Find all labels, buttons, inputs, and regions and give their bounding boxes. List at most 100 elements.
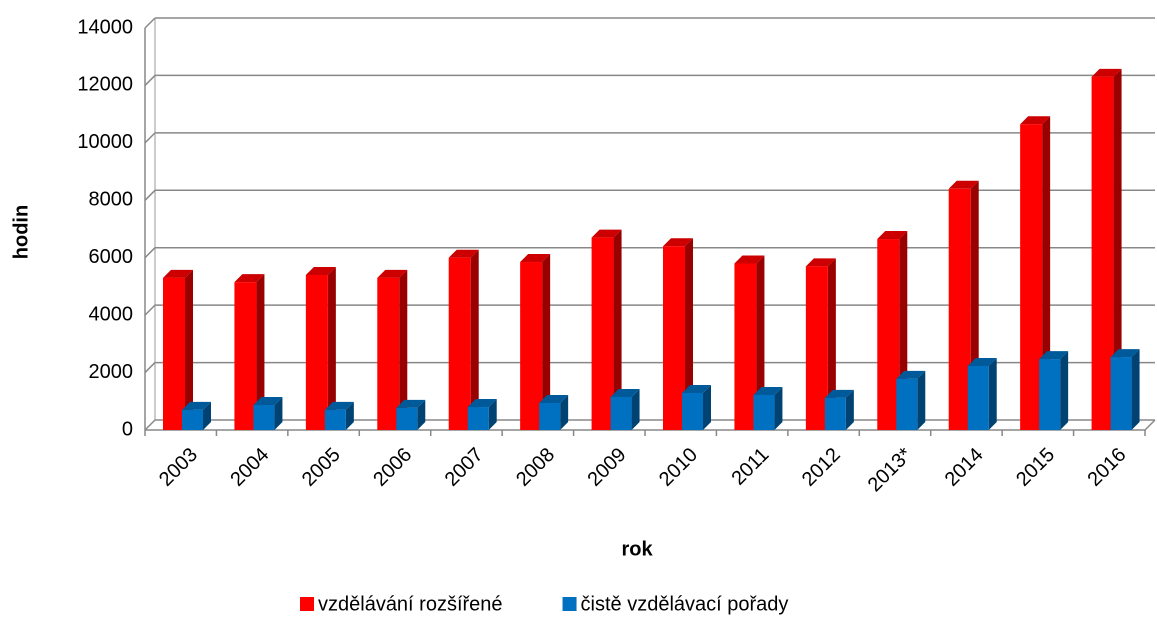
bar-top	[520, 254, 551, 263]
bar	[467, 399, 497, 430]
legend-swatch	[562, 597, 577, 611]
x-tick-label: 2004	[226, 444, 273, 491]
bar-front	[1110, 357, 1132, 430]
bar-front	[182, 409, 203, 430]
x-tick-label: 2011	[727, 444, 773, 490]
grid-depth-line	[144, 74, 156, 86]
bar-front	[324, 409, 346, 430]
y-tick-label: 12000	[77, 74, 133, 96]
bar-side	[631, 388, 640, 430]
bar	[1091, 68, 1122, 431]
bar-side	[827, 258, 836, 430]
bar-top	[448, 249, 479, 258]
x-axis-depth	[1144, 419, 1156, 431]
bar-front	[253, 405, 275, 430]
bar	[734, 255, 765, 430]
x-tick-label: 2006	[369, 444, 416, 491]
bar-top	[1091, 68, 1122, 77]
bar-side	[542, 254, 551, 430]
bar	[324, 401, 354, 430]
x-tick-label: 2007	[441, 444, 488, 491]
bar-side	[399, 269, 408, 430]
y-tick-label: 2000	[89, 361, 134, 383]
bar-side	[203, 401, 211, 430]
x-tick-label: 2012	[798, 444, 845, 491]
bar-side	[470, 249, 479, 430]
x-tick-label: 2013*	[864, 444, 917, 497]
y-tick-label: 0	[122, 418, 133, 440]
bar-front	[896, 378, 918, 430]
x-tick-label: 2015	[1012, 444, 1059, 491]
bar-side	[417, 399, 426, 430]
bar-front	[1039, 359, 1061, 430]
bar-side	[703, 384, 711, 430]
bar-front	[753, 394, 775, 430]
bar-top	[948, 180, 979, 189]
bar	[539, 395, 569, 430]
y-tick-label: 6000	[89, 246, 134, 268]
bar-top	[610, 388, 640, 397]
bar-top	[824, 389, 854, 398]
bar	[967, 357, 997, 430]
bar-front	[305, 274, 328, 430]
bar-side	[988, 357, 997, 430]
bar-top	[734, 255, 765, 264]
y-tick-label: 8000	[89, 189, 134, 211]
x-tick-label: 2016	[1084, 444, 1131, 491]
grid-depth-line	[144, 304, 156, 316]
grid-depth-line	[144, 132, 156, 144]
bar-top	[305, 266, 336, 275]
bar-top	[539, 395, 569, 404]
bar-front	[234, 282, 257, 430]
bar-side	[1131, 349, 1140, 430]
bar-front	[1091, 76, 1114, 431]
bar-front	[539, 403, 561, 430]
bar	[305, 266, 336, 430]
bar-front	[948, 188, 971, 430]
bar-side	[488, 399, 497, 430]
bar	[253, 397, 283, 430]
bar-top	[324, 401, 354, 410]
x-tick-label: 2008	[512, 444, 559, 491]
bar	[448, 249, 479, 430]
x-axis-title: rok	[621, 538, 653, 560]
bar-front	[163, 277, 185, 430]
bar-front	[663, 246, 685, 430]
bar-top	[253, 397, 283, 406]
bar	[591, 229, 622, 430]
bar-side	[1113, 68, 1122, 431]
grid-depth-line	[144, 419, 156, 431]
bar-front	[967, 365, 989, 430]
bar	[896, 370, 926, 430]
bar-top	[877, 231, 908, 240]
bar-top	[1020, 116, 1051, 125]
x-tick-label: 2003	[155, 444, 202, 491]
y-tick-label: 14000	[77, 16, 133, 38]
bar-top	[377, 269, 408, 278]
grid-depth-line	[144, 17, 156, 29]
grid-depth-line	[144, 362, 156, 374]
legend-swatch	[300, 597, 314, 611]
bar-top	[805, 258, 836, 267]
bar-top	[753, 386, 783, 395]
y-axis-title: hodin	[10, 205, 32, 259]
y-tick-label: 10000	[77, 131, 133, 153]
bar-front	[396, 407, 418, 430]
bar-top	[234, 274, 265, 283]
bar-front	[682, 392, 703, 430]
bar-front	[1020, 124, 1043, 430]
bar	[682, 384, 711, 430]
x-tick-label: 2009	[584, 444, 631, 491]
bar-side	[613, 229, 622, 430]
bar-side	[1060, 351, 1069, 430]
bar-front	[805, 266, 828, 430]
bar-front	[877, 239, 900, 430]
bar	[824, 389, 854, 430]
bar-top	[163, 269, 193, 278]
bar-top	[1110, 349, 1140, 358]
bar	[1039, 351, 1069, 430]
bar-front	[591, 237, 614, 430]
bar-front	[824, 397, 846, 430]
bar-front	[520, 262, 543, 430]
